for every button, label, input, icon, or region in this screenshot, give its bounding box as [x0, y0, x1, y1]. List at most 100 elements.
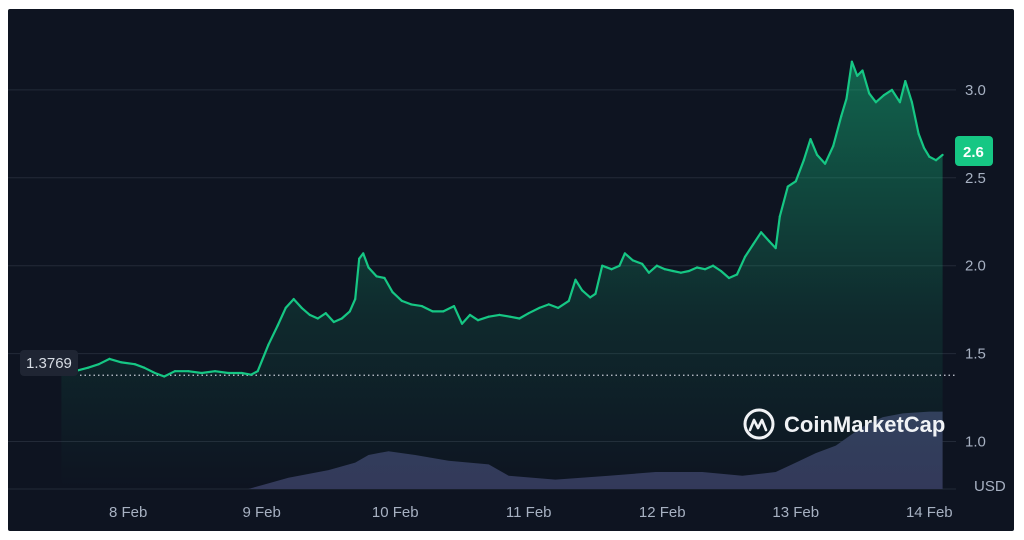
price-line-segment [163, 370, 176, 378]
price-line-segment [308, 313, 319, 320]
price-line-segment [580, 289, 592, 299]
price-line-segment [922, 146, 931, 158]
price-chart: 1.0 1.5 2.0 2.5 3.0 8 Feb 9 Feb 10 Feb 11 Feb 12… [8, 60, 1006, 521]
price-line-segment [928, 155, 938, 162]
price-line-segment [647, 264, 659, 274]
price-line-segment [267, 324, 279, 346]
price-line-segment [910, 101, 920, 135]
x-axis: 8 Feb 9 Feb 10 Feb 11 Feb 12 Feb 13 Feb 14 Feb [109, 504, 953, 521]
x-tick-label: 9 Feb [243, 504, 281, 521]
price-line-segment [815, 153, 827, 165]
price-line-segment [400, 299, 413, 306]
price-line-segment [594, 264, 604, 295]
price-line-segment [727, 273, 739, 280]
price-area [61, 61, 943, 489]
price-line-segment [487, 313, 501, 318]
price-line-segment [631, 259, 644, 265]
price-line-segment [735, 255, 747, 276]
price-line-segment [774, 215, 781, 250]
reference-price-label: 1.3769 [26, 355, 72, 372]
price-line-segment [601, 264, 613, 271]
price-line-segment [767, 240, 777, 250]
price-line-segment [249, 370, 259, 376]
price-line-segment [187, 370, 203, 375]
price-line-segment [623, 252, 635, 262]
price-line-segment [354, 257, 361, 301]
price-line-segment [547, 303, 560, 309]
x-tick-label: 11 Feb [506, 504, 552, 521]
price-line-segment [476, 315, 490, 322]
price-line-segment [832, 115, 843, 148]
price-line-segment [655, 264, 667, 271]
price-line-segment [410, 303, 423, 308]
price-line-segment [362, 252, 370, 269]
price-line-segment [850, 60, 859, 77]
price-line-segment [367, 266, 378, 278]
price-line-segment [498, 313, 512, 318]
coinmarketcap-watermark: CoinMarketCap [743, 408, 945, 440]
price-line-segment [802, 138, 812, 162]
price-line-segment [256, 343, 270, 373]
price-line-segment [324, 312, 335, 324]
price-line [60, 60, 944, 378]
price-line-segment [86, 363, 100, 369]
price-line-segment [759, 231, 771, 243]
price-line-segment [641, 262, 651, 274]
price-line-segment [348, 298, 357, 313]
price-area-fill [61, 61, 943, 489]
price-line-segment [695, 266, 707, 271]
y-tick-label: 3.0 [965, 82, 986, 99]
chart-panel: 1.0 1.5 2.0 2.5 3.0 8 Feb 9 Feb 10 Feb 11 Feb 12… [8, 9, 1014, 531]
price-line-segment [538, 303, 550, 309]
price-line-segment [120, 361, 136, 366]
y-tick-label: 1.0 [965, 434, 986, 451]
price-line-segment [794, 159, 805, 183]
price-line-segment [527, 306, 541, 315]
price-line-segment [567, 278, 577, 302]
x-tick-label: 13 Feb [772, 504, 819, 521]
price-line-segment [420, 305, 434, 313]
y-axis: 1.0 1.5 2.0 2.5 3.0 [965, 82, 986, 451]
price-line-segment [898, 79, 907, 104]
price-line-segment [679, 269, 691, 274]
price-line-segment [917, 132, 926, 149]
price-line-segment [719, 269, 731, 280]
price-line-segment [383, 276, 394, 294]
price-line-segment [300, 306, 311, 316]
price-line-segment [200, 370, 217, 375]
current-price-label: 2.6 [963, 144, 984, 161]
price-line-segment [618, 252, 627, 267]
price-line-segment [97, 357, 111, 366]
price-line-segment [874, 94, 886, 104]
x-tick-label: 10 Feb [372, 504, 419, 521]
price-line-segment [711, 264, 723, 273]
price-line-segment [934, 153, 944, 162]
price-line-segment [743, 243, 755, 258]
price-line-segment [861, 69, 871, 95]
price-line-segment [442, 305, 456, 313]
price-line-segment [108, 357, 123, 364]
price-line-segment [703, 264, 715, 271]
price-line-segment [452, 305, 464, 325]
price-line-segment [751, 231, 763, 246]
price-line-segment [133, 363, 146, 369]
price-line-segment [316, 312, 327, 320]
price-line-segment [340, 310, 351, 320]
price-line-segment [213, 370, 230, 375]
price-line-segment [778, 185, 789, 218]
price-line-segment [823, 145, 835, 165]
price-line-segment [663, 268, 675, 273]
price-line-segment [284, 298, 295, 309]
reference-price-badge: 1.3769 [20, 350, 78, 376]
price-line-segment [332, 317, 343, 324]
price-line-segment [671, 269, 683, 274]
price-line-segment [840, 97, 848, 118]
currency-label: USD [974, 478, 1006, 495]
price-line-segment [508, 315, 521, 320]
price-line-segment [143, 366, 156, 375]
watermark-text: CoinMarketCap [784, 412, 945, 437]
x-tick-label: 12 Feb [639, 504, 686, 521]
price-line-segment [391, 291, 403, 302]
price-line-segment [904, 79, 914, 104]
current-price-badge: 2.6 [955, 136, 993, 166]
